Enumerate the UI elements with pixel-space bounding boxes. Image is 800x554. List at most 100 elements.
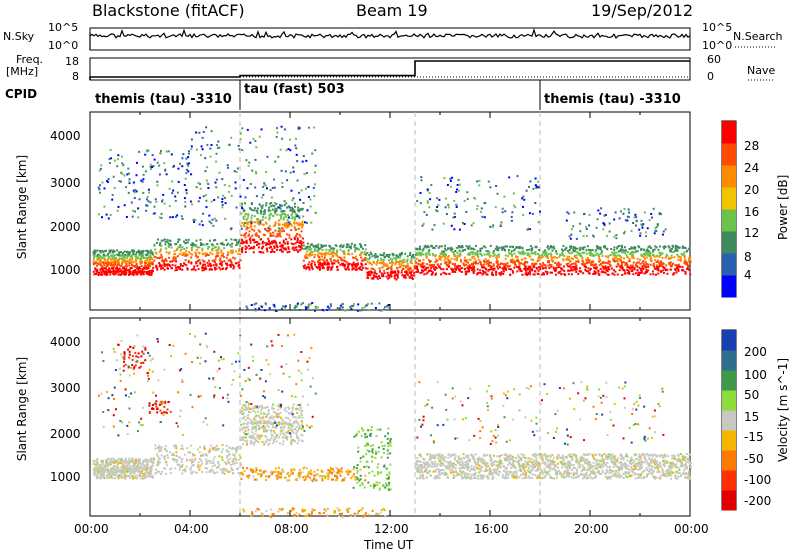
power-echo <box>445 254 447 257</box>
power-echo <box>185 250 188 252</box>
power-echo <box>685 261 688 264</box>
power-echo <box>164 168 167 171</box>
power-echo <box>472 267 475 270</box>
power-echo <box>489 268 492 271</box>
power-echo <box>568 249 571 251</box>
power-echo <box>661 269 664 272</box>
velocity-echo <box>108 463 111 466</box>
velocity-echo <box>142 477 145 480</box>
power-echo <box>111 270 114 273</box>
power-echo <box>434 261 437 264</box>
power-echo <box>284 214 287 217</box>
power-echo <box>421 271 424 274</box>
power-echo <box>270 205 273 208</box>
power-echo <box>365 248 367 251</box>
power-echo <box>280 204 283 207</box>
power-echo <box>101 216 103 219</box>
power-echo <box>400 252 403 255</box>
power-echo <box>671 264 674 267</box>
power-echo <box>423 211 426 214</box>
power-echo <box>292 216 295 219</box>
power-echo <box>227 166 229 169</box>
velocity-echo <box>247 403 250 406</box>
power-echo <box>592 264 595 267</box>
velocity-echo <box>225 468 228 471</box>
power-echo <box>435 244 438 247</box>
power-echo <box>340 258 343 261</box>
power-echo <box>377 258 379 261</box>
power-echo <box>457 265 460 268</box>
power-echo <box>202 130 205 133</box>
power-echo <box>215 254 218 257</box>
power-echo <box>644 271 647 273</box>
vel-cb-tick-100: 100 <box>744 368 767 382</box>
power-echo <box>655 230 658 233</box>
power-echo <box>485 262 488 265</box>
power-echo <box>498 246 501 249</box>
power-echo <box>242 208 245 211</box>
power-echo <box>672 262 674 265</box>
power-echo <box>374 275 377 278</box>
power-echo <box>445 249 448 252</box>
power-echo <box>512 246 514 248</box>
power-echo <box>435 258 438 261</box>
power-echo <box>514 206 517 209</box>
power-echo <box>382 258 385 261</box>
power-echo <box>290 214 293 217</box>
power-echo <box>372 260 375 263</box>
power-echo <box>508 252 511 255</box>
power-echo <box>634 213 637 216</box>
power-echo <box>117 271 120 273</box>
power-echo <box>445 261 448 264</box>
power-echo <box>131 261 134 263</box>
power-echo <box>649 257 652 260</box>
power-echo <box>118 251 121 254</box>
power-echo <box>287 247 290 250</box>
power-echo <box>606 273 609 276</box>
power-echo <box>665 253 668 256</box>
power-echo <box>179 264 182 267</box>
power-echo <box>172 165 175 168</box>
velocity-echo <box>243 415 246 418</box>
power-echo <box>560 273 563 276</box>
power-echo <box>466 198 469 201</box>
power-echo <box>604 271 607 274</box>
power-echo <box>466 270 469 273</box>
power-echo <box>131 264 134 267</box>
power-echo <box>607 267 610 270</box>
power-echo <box>322 266 325 269</box>
power-echo <box>655 266 658 269</box>
power-echo <box>569 252 572 255</box>
power-echo <box>529 265 532 268</box>
power-echo <box>621 250 624 253</box>
power-echo <box>187 156 190 159</box>
power-echo <box>401 259 404 262</box>
velocity-echo <box>208 470 211 473</box>
power-echo <box>208 239 211 242</box>
velocity-echo <box>231 448 234 450</box>
velocity-echo <box>212 471 215 474</box>
power-echo <box>317 250 319 253</box>
power-echo <box>460 271 463 273</box>
power-echo <box>656 223 659 226</box>
power-echo <box>122 252 124 255</box>
velocity-echo <box>96 470 99 473</box>
power-echo <box>590 264 593 266</box>
power-echo <box>276 131 279 134</box>
power-echo <box>573 265 576 268</box>
power-echo <box>366 251 369 254</box>
power-echo <box>205 194 207 197</box>
power-echo <box>635 224 637 227</box>
power-echo <box>309 205 312 208</box>
power-echo <box>206 247 209 250</box>
power-echo <box>524 261 526 264</box>
power-echo <box>237 264 240 267</box>
velocity-echo <box>205 471 208 474</box>
velocity-echo <box>139 474 142 477</box>
power-echo <box>342 252 345 255</box>
power-echo <box>313 194 316 197</box>
velocity-echo <box>140 470 143 473</box>
power-echo <box>309 243 312 246</box>
power-echo <box>503 263 506 266</box>
power-echo <box>353 245 356 248</box>
